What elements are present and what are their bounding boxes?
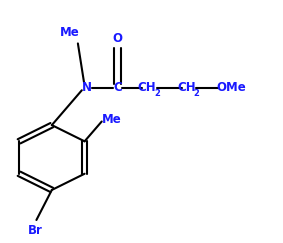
Text: CH: CH: [177, 81, 196, 94]
Text: Br: Br: [27, 224, 42, 237]
Text: O: O: [113, 32, 123, 45]
Text: C: C: [113, 81, 122, 94]
Text: CH: CH: [138, 81, 156, 94]
Text: Me: Me: [102, 113, 122, 126]
Text: Me: Me: [60, 26, 80, 39]
Text: 2: 2: [194, 89, 200, 98]
Text: N: N: [82, 81, 92, 94]
Text: 2: 2: [155, 89, 160, 98]
Text: OMe: OMe: [217, 81, 246, 94]
